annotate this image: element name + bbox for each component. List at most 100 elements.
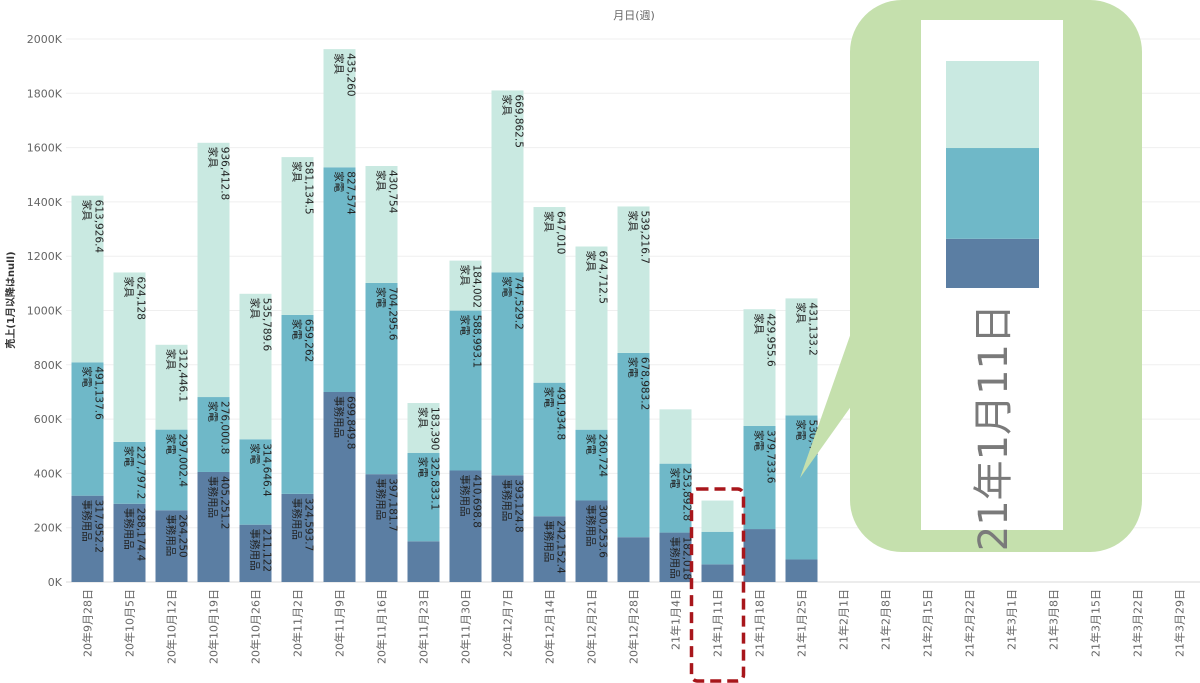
- y-tick-label: 0K: [48, 576, 63, 589]
- segment-label: 家電 379,733.6: [753, 430, 777, 484]
- bar-segment: [239, 293, 272, 440]
- segment-label: 家電 227,797.2: [123, 446, 147, 499]
- bar-segment: [407, 452, 440, 542]
- y-tick-label: 1200K: [27, 250, 63, 263]
- x-axis-ticks: 20年9月28日 20年10月5日 20年10月12日 20年10月19日 20年10月…: [81, 589, 1187, 664]
- value-label: 704,295.6: [387, 287, 399, 341]
- segment-label: 家電 297,002.4: [165, 434, 189, 488]
- segment-label: 事務用品 288,174.4: [123, 508, 147, 562]
- series-name-label: 事務用品: [501, 479, 514, 521]
- value-label: 624,128: [135, 276, 147, 319]
- series-name-label: 事務用品: [165, 514, 178, 556]
- series-name-label: 家電: [459, 315, 472, 336]
- x-tick-label: 21年3月29日: [1173, 589, 1187, 657]
- segment-label: 家電 827,574: [333, 171, 357, 215]
- bar-segment: [701, 531, 734, 565]
- segment-label: 事務用品 264,250: [165, 514, 189, 557]
- segment-label: 事務用品 393,124.8: [501, 479, 525, 532]
- value-label: 317,952.2: [93, 500, 105, 553]
- bar-segment: [617, 206, 650, 353]
- series-name-label: 事務用品: [459, 474, 472, 516]
- series-name-label: 家電: [333, 171, 346, 192]
- value-label: 535,789.6: [261, 298, 273, 352]
- bar-segment: [659, 532, 692, 582]
- value-label: 659,262: [303, 319, 315, 362]
- segment-label: 家電 659,262: [291, 319, 315, 362]
- chart-title: 月日(週): [613, 9, 655, 22]
- segment-label: 家電 704,295.6: [375, 287, 399, 341]
- bar-segment: [407, 403, 440, 453]
- bar-segment: [323, 391, 356, 582]
- x-tick-label: 20年12月7日: [501, 589, 515, 657]
- bar-segment: [281, 157, 314, 315]
- value-label: 435,260: [345, 53, 357, 96]
- bar-segment: [197, 471, 230, 582]
- value-label: 264,250: [177, 514, 189, 557]
- segment-label: 家電 588,993.1: [459, 315, 483, 368]
- x-tick-label: 21年3月1日: [1005, 589, 1019, 650]
- bar-segment: [617, 537, 650, 582]
- bar-segment: [533, 382, 566, 517]
- x-tick-label: 20年11月23日: [417, 589, 431, 664]
- value-label: 182,018: [681, 537, 693, 580]
- bar-segment: [449, 260, 482, 311]
- value-label: 678,983.2: [639, 357, 651, 410]
- value-label: 491,137.6: [93, 366, 105, 420]
- series-name-label: 事務用品: [123, 508, 136, 550]
- bar-segment: [659, 463, 692, 533]
- value-label: 581,134.5: [303, 161, 315, 214]
- value-label: 325,833.1: [429, 457, 441, 510]
- value-label: 393,124.8: [513, 479, 525, 532]
- series-name-label: 家具: [501, 94, 514, 115]
- bar-segment: [113, 441, 146, 504]
- y-tick-label: 1400K: [27, 196, 63, 209]
- bar-segment: [533, 207, 566, 383]
- segment-label: 事務用品 182,018: [669, 537, 693, 580]
- value-label: 227,797.2: [135, 446, 147, 499]
- series-name-label: 事務用品: [585, 504, 598, 546]
- series-name-label: 家具: [249, 298, 262, 319]
- value-label: 183,390: [429, 407, 441, 450]
- series-name-label: 事務用品: [249, 529, 262, 571]
- series-name-label: 家電: [753, 430, 766, 451]
- value-label: 674,712.5: [597, 251, 609, 304]
- bar-segment: [155, 429, 188, 511]
- bar-segment: [659, 409, 692, 464]
- bar-segment: [785, 559, 818, 582]
- bar-segment: [743, 529, 776, 582]
- value-label: 312,446.1: [177, 349, 189, 402]
- value-label: 669,862.5: [513, 94, 525, 147]
- series-name-label: 家電: [501, 276, 514, 297]
- value-label: 491,934.8: [555, 387, 567, 440]
- bar-segment: [575, 500, 608, 582]
- bar-segment: [197, 397, 230, 472]
- x-tick-label: 21年2月1日: [837, 589, 851, 650]
- bar-segment: [281, 314, 314, 494]
- bar-segment: [533, 516, 566, 582]
- segment-label: 事務用品 410,698.8: [459, 474, 483, 527]
- segment-label: 家具 184,002: [459, 265, 483, 308]
- bar-segment: [449, 310, 482, 471]
- y-tick-label: 800K: [34, 359, 63, 372]
- bar-segment: [365, 282, 398, 475]
- bar-segment: [239, 439, 272, 525]
- series-name-label: 家電: [291, 319, 304, 340]
- value-label: 379,733.6: [765, 430, 777, 484]
- bar-segment: [365, 474, 398, 582]
- value-label: 260,724: [597, 434, 609, 478]
- segment-label: 家具 535,789.6: [249, 298, 273, 352]
- x-tick-label: 20年11月30日: [459, 589, 473, 664]
- value-label: 588,993.1: [471, 315, 483, 368]
- bar-segment: [323, 167, 356, 392]
- series-name-label: 家具: [291, 161, 304, 182]
- bar-segment: [575, 246, 608, 430]
- segment-label: 家電 491,934.8: [543, 387, 567, 440]
- series-name-label: 家具: [459, 265, 472, 286]
- series-name-label: 家具: [207, 147, 220, 168]
- series-name-label: 家具: [333, 53, 346, 74]
- x-tick-label: 20年10月19日: [207, 589, 221, 664]
- y-tick-label: 2000K: [27, 33, 63, 46]
- bar-segment: [71, 495, 104, 582]
- bar-segment: [491, 475, 524, 582]
